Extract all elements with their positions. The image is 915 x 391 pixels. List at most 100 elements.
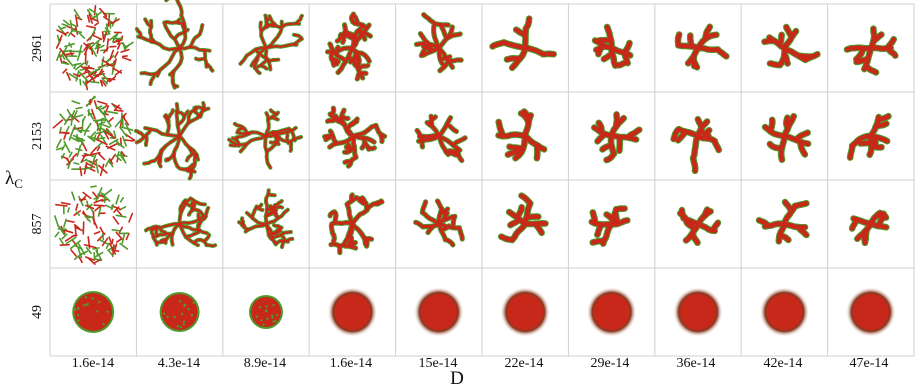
fragment xyxy=(73,62,82,66)
branch-core xyxy=(534,143,540,161)
branch-core xyxy=(499,234,515,243)
branch-core xyxy=(233,122,248,135)
fragment xyxy=(88,42,92,49)
fragment xyxy=(64,49,72,53)
branch-core xyxy=(339,33,356,42)
cell-r1-c8 xyxy=(674,23,730,71)
fragment xyxy=(99,7,108,17)
branch-core xyxy=(199,107,210,115)
branch-core xyxy=(144,18,153,28)
branch-core xyxy=(590,210,598,226)
fragment xyxy=(108,18,120,26)
col-label-9: 42e-14 xyxy=(763,356,803,371)
fragment xyxy=(124,122,132,135)
fragment xyxy=(69,19,73,33)
colony-speckle xyxy=(274,319,277,323)
branch-core xyxy=(366,145,376,151)
fragment xyxy=(121,55,128,58)
fragment xyxy=(91,108,96,120)
fragment xyxy=(86,200,89,207)
branch-core xyxy=(373,200,384,206)
fragment xyxy=(99,127,111,134)
fragment xyxy=(77,129,90,132)
branch-core xyxy=(155,240,166,244)
fragment xyxy=(74,126,82,134)
fragment xyxy=(83,161,88,175)
branch-core xyxy=(347,239,354,247)
fragment xyxy=(93,134,97,142)
branch-core xyxy=(345,202,354,226)
fragment xyxy=(115,231,123,240)
fragment xyxy=(88,8,96,14)
branch-core xyxy=(295,14,303,25)
branch-core xyxy=(328,134,354,149)
colony-speckle xyxy=(271,316,274,319)
colony-speckle xyxy=(190,314,194,317)
fragment xyxy=(68,131,73,141)
branch-core xyxy=(178,197,192,225)
branch-core xyxy=(135,27,143,39)
fragment xyxy=(61,144,66,151)
fragment xyxy=(97,164,108,174)
col-label-5: 15e-14 xyxy=(418,356,458,371)
fragment xyxy=(71,100,81,105)
fragment xyxy=(107,159,114,168)
fragment xyxy=(58,237,64,245)
branch-core xyxy=(432,22,441,50)
fragment xyxy=(101,59,113,67)
branch-core xyxy=(613,206,627,212)
branch-core xyxy=(437,222,447,242)
fragment xyxy=(101,80,107,87)
fragment xyxy=(55,203,68,207)
fragment xyxy=(128,212,134,223)
fragment xyxy=(70,249,77,257)
fragment xyxy=(79,166,83,177)
fragment xyxy=(100,106,107,110)
fragment xyxy=(83,45,89,56)
branch-core xyxy=(154,225,158,236)
branch-core xyxy=(337,244,342,255)
branch-core xyxy=(267,193,276,197)
fragment xyxy=(120,151,126,157)
fragment xyxy=(59,113,68,123)
branch-core xyxy=(849,133,874,149)
fragment xyxy=(89,28,97,41)
colony-core xyxy=(334,294,371,330)
fragment xyxy=(114,140,125,149)
branch-core xyxy=(690,156,698,174)
branch-core xyxy=(858,140,874,146)
fragment xyxy=(81,119,84,128)
fragment xyxy=(86,162,96,168)
fragment xyxy=(63,132,67,141)
fragment xyxy=(59,131,70,135)
branch-core xyxy=(847,143,855,160)
fragment xyxy=(98,44,105,49)
fragment xyxy=(112,216,120,225)
branch-core xyxy=(445,32,462,40)
fragment xyxy=(85,25,96,29)
fragment xyxy=(86,77,94,85)
branch-core xyxy=(420,210,441,226)
colony-speckle xyxy=(106,310,109,313)
fragment xyxy=(92,247,100,250)
branch-core xyxy=(438,59,450,73)
fragment xyxy=(61,152,65,160)
branch-core xyxy=(873,211,886,219)
branch-core xyxy=(609,207,619,227)
fragment xyxy=(116,209,123,216)
branch-core xyxy=(164,114,170,127)
branch-core xyxy=(595,222,604,237)
fragment xyxy=(61,53,66,60)
colony-speckle xyxy=(178,300,182,303)
branch-core xyxy=(365,237,369,248)
branch-core xyxy=(782,199,794,215)
branch-core xyxy=(269,139,279,144)
branch-core xyxy=(675,32,682,48)
branch-core xyxy=(189,197,206,206)
fragment xyxy=(72,126,83,130)
branch-core xyxy=(609,45,618,68)
cell-r2-c3 xyxy=(227,108,303,170)
branch-core xyxy=(868,133,890,144)
fragment xyxy=(63,140,71,153)
